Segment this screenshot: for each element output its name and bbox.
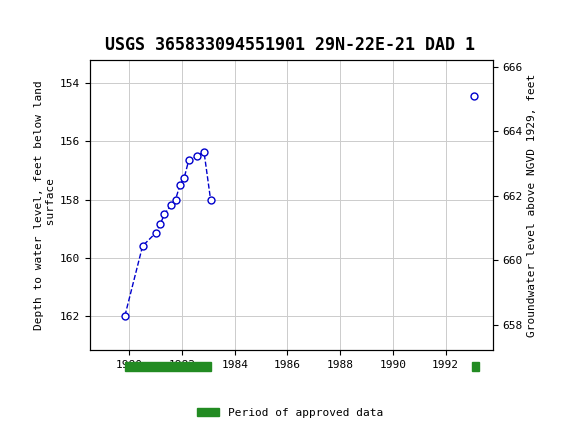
Text: USGS 365833094551901 29N-22E-21 DAD 1: USGS 365833094551901 29N-22E-21 DAD 1: [105, 36, 475, 54]
Text: ≈USGS: ≈USGS: [9, 14, 63, 31]
Y-axis label: Groundwater level above NGVD 1929, feet: Groundwater level above NGVD 1929, feet: [527, 74, 537, 337]
Y-axis label: Depth to water level, feet below land
 surface: Depth to water level, feet below land su…: [34, 80, 56, 330]
Legend: Period of approved data: Period of approved data: [193, 403, 387, 422]
